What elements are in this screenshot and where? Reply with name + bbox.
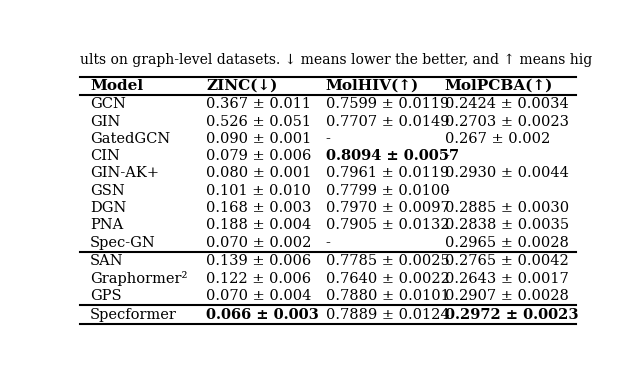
Text: 0.168 ± 0.003: 0.168 ± 0.003: [207, 201, 312, 215]
Text: ZINC(↓): ZINC(↓): [207, 79, 278, 93]
Text: Graphormer²: Graphormer²: [90, 271, 188, 286]
Text: 0.8094 ± 0.0057: 0.8094 ± 0.0057: [326, 149, 459, 163]
Text: GIN-AK+: GIN-AK+: [90, 166, 159, 181]
Text: Spec-GN: Spec-GN: [90, 236, 156, 250]
Text: 0.7785 ± 0.0025: 0.7785 ± 0.0025: [326, 255, 449, 268]
Text: -: -: [445, 184, 449, 198]
Text: 0.367 ± 0.011: 0.367 ± 0.011: [207, 97, 312, 111]
Text: CIN: CIN: [90, 149, 120, 163]
Text: 0.7889 ± 0.0124: 0.7889 ± 0.0124: [326, 308, 449, 322]
Text: 0.7640 ± 0.0022: 0.7640 ± 0.0022: [326, 272, 449, 286]
Text: 0.080 ± 0.001: 0.080 ± 0.001: [207, 166, 312, 181]
Text: 0.2838 ± 0.0035: 0.2838 ± 0.0035: [445, 218, 569, 232]
Text: 0.2930 ± 0.0044: 0.2930 ± 0.0044: [445, 166, 568, 181]
Text: 0.101 ± 0.010: 0.101 ± 0.010: [207, 184, 311, 198]
Text: 0.2643 ± 0.0017: 0.2643 ± 0.0017: [445, 272, 568, 286]
Text: Specformer: Specformer: [90, 308, 177, 322]
Text: 0.2765 ± 0.0042: 0.2765 ± 0.0042: [445, 255, 568, 268]
Text: DGN: DGN: [90, 201, 126, 215]
Text: 0.7707 ± 0.0149: 0.7707 ± 0.0149: [326, 115, 449, 128]
Text: 0.188 ± 0.004: 0.188 ± 0.004: [207, 218, 312, 232]
Text: 0.079 ± 0.006: 0.079 ± 0.006: [207, 149, 312, 163]
Text: 0.2972 ± 0.0023: 0.2972 ± 0.0023: [445, 308, 578, 322]
Text: 0.2965 ± 0.0028: 0.2965 ± 0.0028: [445, 236, 568, 250]
Text: 0.7599 ± 0.0119: 0.7599 ± 0.0119: [326, 97, 449, 111]
Text: 0.2907 ± 0.0028: 0.2907 ± 0.0028: [445, 289, 568, 303]
Text: GSN: GSN: [90, 184, 125, 198]
Text: Model: Model: [90, 79, 143, 93]
Text: -: -: [326, 236, 330, 250]
Text: 0.090 ± 0.001: 0.090 ± 0.001: [207, 132, 312, 146]
Text: GIN: GIN: [90, 115, 120, 128]
Text: -: -: [326, 132, 330, 146]
Text: 0.7905 ± 0.0132: 0.7905 ± 0.0132: [326, 218, 449, 232]
Text: ults on graph-level datasets. ↓ means lower the better, and ↑ means hig: ults on graph-level datasets. ↓ means lo…: [80, 53, 592, 67]
Text: 0.7970 ± 0.0097: 0.7970 ± 0.0097: [326, 201, 449, 215]
Text: MolPCBA(↑): MolPCBA(↑): [445, 79, 553, 93]
Text: 0.7880 ± 0.0101: 0.7880 ± 0.0101: [326, 289, 449, 303]
Text: 0.267 ± 0.002: 0.267 ± 0.002: [445, 132, 550, 146]
Text: GCN: GCN: [90, 97, 126, 111]
Text: 0.139 ± 0.006: 0.139 ± 0.006: [207, 255, 312, 268]
Text: 0.070 ± 0.002: 0.070 ± 0.002: [207, 236, 312, 250]
Text: SAN: SAN: [90, 255, 124, 268]
Text: 0.2703 ± 0.0023: 0.2703 ± 0.0023: [445, 115, 568, 128]
Text: 0.070 ± 0.004: 0.070 ± 0.004: [207, 289, 312, 303]
Text: 0.2424 ± 0.0034: 0.2424 ± 0.0034: [445, 97, 568, 111]
Text: GPS: GPS: [90, 289, 122, 303]
Text: 0.526 ± 0.051: 0.526 ± 0.051: [207, 115, 312, 128]
Text: 0.066 ± 0.003: 0.066 ± 0.003: [207, 308, 319, 322]
Text: 0.2885 ± 0.0030: 0.2885 ± 0.0030: [445, 201, 569, 215]
Text: 0.7961 ± 0.0119: 0.7961 ± 0.0119: [326, 166, 449, 181]
Text: 0.7799 ± 0.0100: 0.7799 ± 0.0100: [326, 184, 449, 198]
Text: 0.122 ± 0.006: 0.122 ± 0.006: [207, 272, 312, 286]
Text: MolHIV(↑): MolHIV(↑): [326, 79, 419, 93]
Text: PNA: PNA: [90, 218, 123, 232]
Text: GatedGCN: GatedGCN: [90, 132, 170, 146]
Text: -: -: [445, 149, 449, 163]
